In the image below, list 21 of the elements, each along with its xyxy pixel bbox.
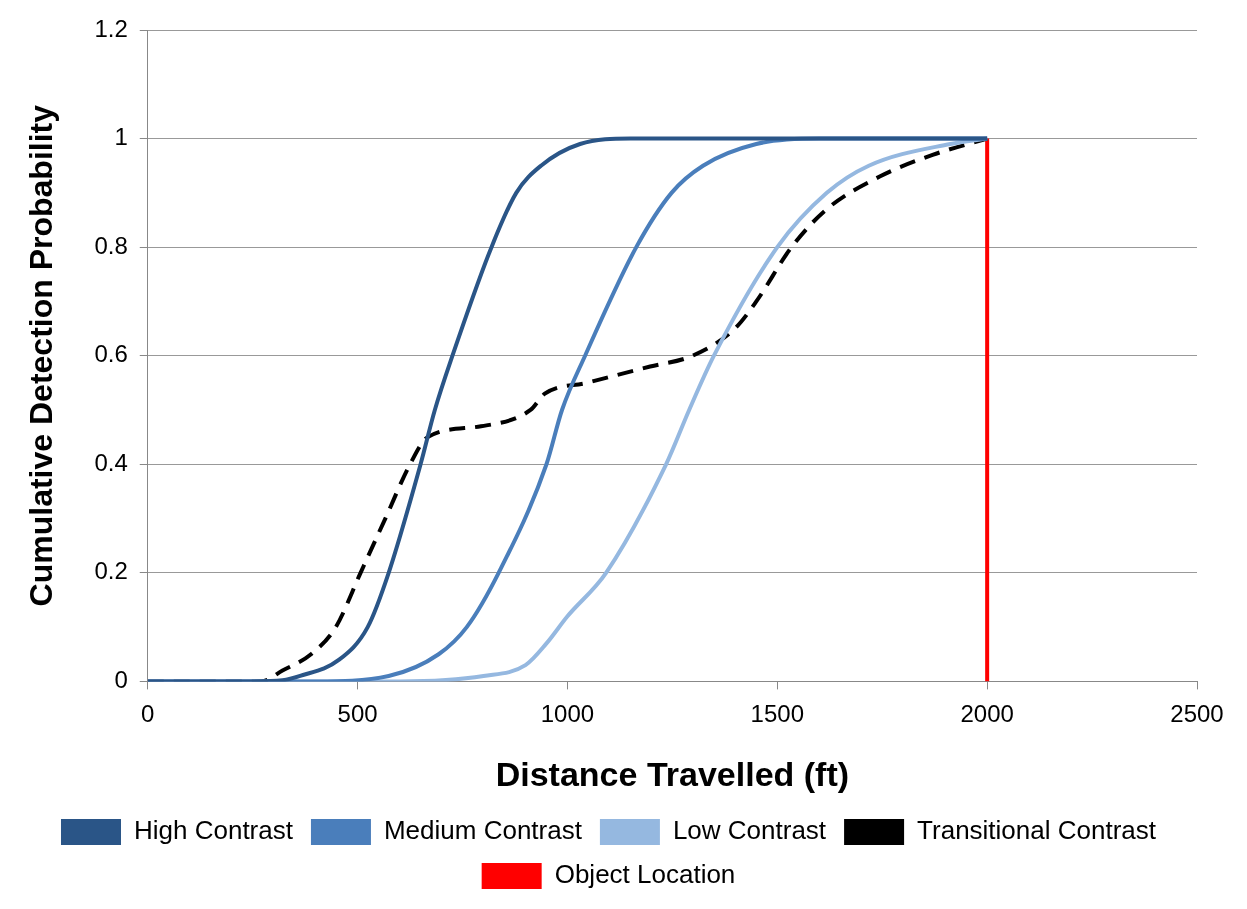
- y-tick-label: 0: [114, 666, 128, 694]
- y-tick-label: 0.2: [94, 557, 128, 585]
- x-tick-label: 2500: [1170, 700, 1224, 728]
- x-tick-label: 2000: [960, 700, 1014, 728]
- legend-label: Medium Contrast: [383, 815, 583, 846]
- legend-label: High Contrast: [133, 815, 294, 846]
- x-axis-title: Distance Travelled (ft): [495, 754, 850, 793]
- x-tick-label: 1500: [750, 700, 804, 728]
- y-tick-label: 1.2: [94, 14, 128, 42]
- x-tick-label: 0: [141, 700, 155, 728]
- x-tick-label: 1000: [540, 700, 595, 728]
- legend-label: Low Contrast: [672, 815, 827, 846]
- y-tick-label: 1: [114, 123, 128, 151]
- x-tick-label: 500: [337, 700, 378, 728]
- legend-label: Transitional Contrast: [917, 815, 1157, 846]
- y-tick-label: 0.4: [94, 448, 128, 476]
- y-axis-title: Cumulative Detection Probability: [23, 104, 60, 607]
- legend-label: Object Location: [554, 859, 736, 890]
- y-tick-label: 0.6: [94, 340, 128, 368]
- y-tick-label: 0.8: [94, 231, 128, 259]
- line-series: [147, 136, 990, 682]
